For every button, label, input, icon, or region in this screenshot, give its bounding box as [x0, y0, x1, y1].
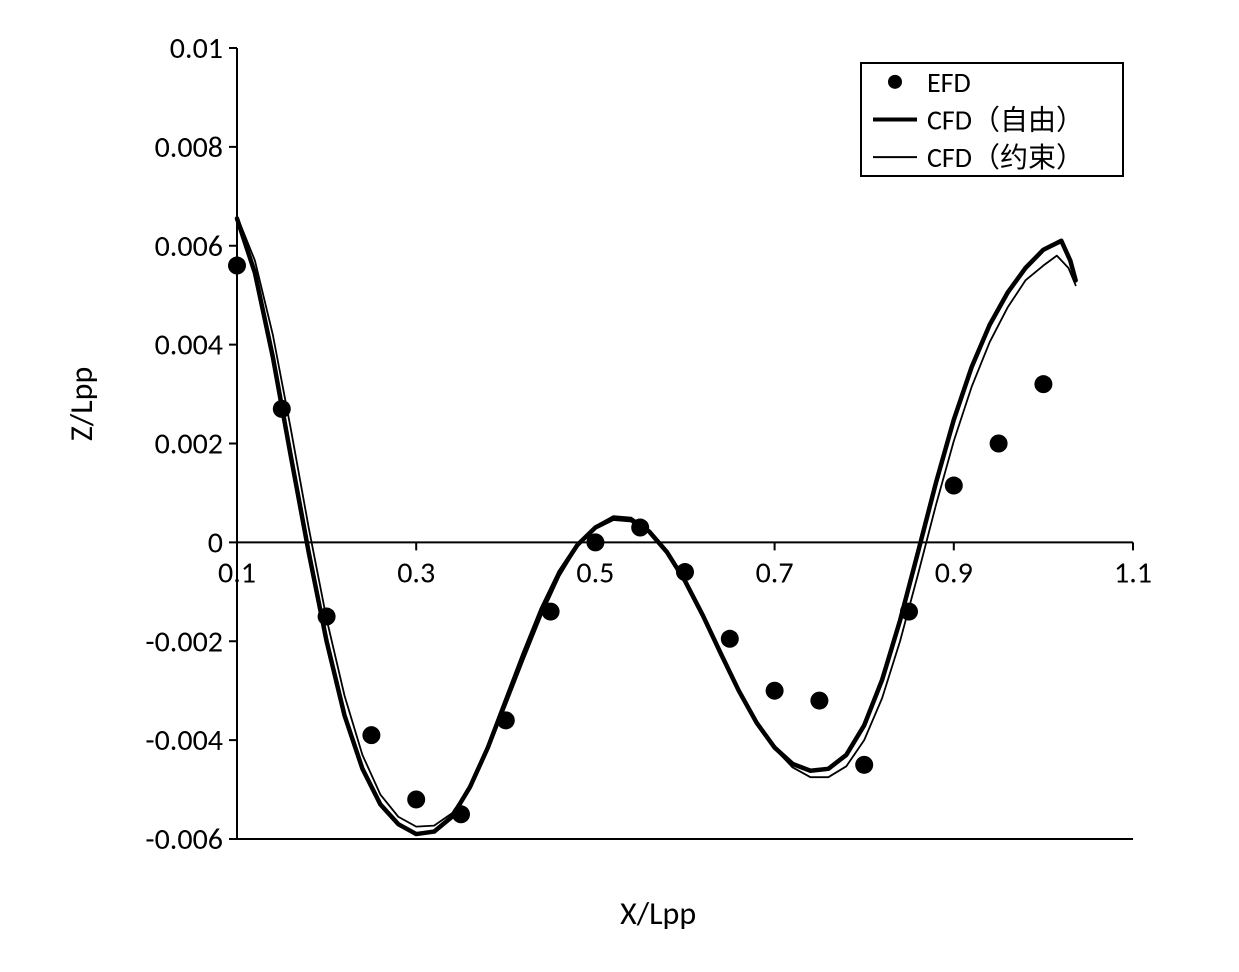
series-efd-point [586, 533, 604, 551]
series-efd-point [318, 608, 336, 626]
series-efd-point [766, 682, 784, 700]
x-tick-label: 1.1 [1114, 554, 1152, 591]
y-tick-label: 0.004 [155, 327, 223, 364]
x-tick-label: 0.5 [576, 554, 614, 591]
series-efd-point [1034, 375, 1052, 393]
legend-label: CFD（约束） [927, 140, 1084, 175]
series-efd-point [273, 400, 291, 418]
legend-label: CFD（自由） [927, 103, 1084, 138]
x-axis-label: X/Lpp [620, 894, 696, 933]
y-tick-label: 0.008 [155, 129, 223, 166]
series-efd-point [945, 477, 963, 495]
x-tick-label: 0.7 [756, 554, 794, 591]
y-tick-label: -0.004 [145, 722, 223, 759]
y-tick-label: 0.002 [155, 426, 223, 463]
series-efd-point [721, 630, 739, 648]
legend-marker-icon [888, 75, 902, 89]
y-tick-label: 0 [208, 524, 223, 561]
series-efd-point [631, 519, 649, 537]
series-efd-point [676, 563, 694, 581]
y-tick-label: 0.006 [155, 228, 223, 265]
series-efd-point [497, 711, 515, 729]
series-efd-point [990, 435, 1008, 453]
series-efd-point [855, 756, 873, 774]
series-efd-point [228, 257, 246, 275]
x-tick-label: 0.1 [218, 554, 256, 591]
series-efd-point [900, 603, 918, 621]
legend-label: EFD [927, 65, 971, 100]
series-efd-point [810, 692, 828, 710]
y-tick-label: 0.01 [170, 30, 223, 67]
series-efd-point [407, 790, 425, 808]
series-efd-point [362, 726, 380, 744]
y-tick-label: -0.006 [145, 821, 223, 858]
chart: 0.1 0.3 0.5 0.7 0.9 1.1 -0.006 -0.004 -0.002 0 0.… [0, 0, 1239, 972]
series-efd-point [542, 603, 560, 621]
y-tick-label: -0.002 [145, 623, 223, 660]
series-efd-point [452, 805, 470, 823]
y-axis-label: Z/Lpp [62, 367, 101, 441]
x-tick-label: 0.3 [397, 554, 435, 591]
x-tick-label: 0.9 [935, 554, 973, 591]
